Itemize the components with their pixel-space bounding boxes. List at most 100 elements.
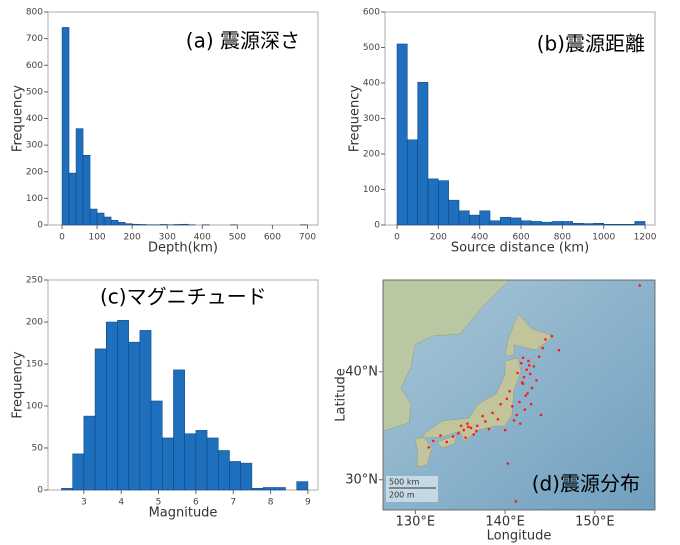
- epicenter: [524, 408, 527, 411]
- epicenter: [439, 434, 442, 437]
- bar: [562, 221, 572, 225]
- epicenter: [525, 368, 528, 371]
- bar: [511, 218, 521, 225]
- bar: [160, 224, 167, 225]
- x-axis-label: Depth(km): [148, 241, 218, 256]
- y-tick-label: 250: [26, 276, 43, 286]
- epicenter: [544, 338, 547, 341]
- epicenter: [506, 462, 509, 465]
- bar: [140, 330, 151, 490]
- epicenter: [529, 373, 532, 376]
- x-tick-label: 700: [299, 233, 316, 243]
- bar: [397, 44, 407, 225]
- x-axis-label: Source distance (km): [451, 241, 589, 256]
- epicenter: [521, 381, 524, 384]
- bar: [241, 463, 252, 490]
- epicenter: [432, 440, 435, 443]
- bar: [297, 482, 308, 490]
- figure: 0100200300400500600700010020030040050060…: [0, 0, 680, 545]
- bar: [62, 27, 69, 225]
- epicenter: [504, 429, 507, 432]
- y-tick-label: 300: [26, 141, 43, 151]
- bar: [196, 430, 207, 490]
- x-tick-label: 600: [264, 233, 281, 243]
- x-tick-label: 1000: [592, 233, 615, 243]
- panel-title: (b)震源距離: [537, 32, 645, 56]
- y-tick-label: 200: [26, 318, 43, 328]
- x-tick-label: 7: [230, 498, 236, 508]
- epicenter: [499, 403, 502, 406]
- bar: [139, 224, 146, 225]
- bar: [117, 320, 128, 490]
- x-tick-label: 140°E: [485, 515, 525, 530]
- bar: [480, 211, 490, 225]
- y-tick-label: 600: [363, 8, 380, 18]
- y-tick-label: 400: [26, 114, 43, 124]
- epicenter: [515, 500, 518, 503]
- epicenter: [457, 432, 460, 435]
- y-axis-label: Frequency: [11, 351, 26, 418]
- epicenter: [460, 424, 463, 427]
- bar: [573, 223, 583, 225]
- bar: [500, 217, 510, 225]
- bar: [125, 224, 132, 225]
- bar: [162, 438, 173, 490]
- epicenter: [540, 414, 543, 417]
- epicenter: [445, 441, 448, 444]
- bar: [407, 140, 417, 225]
- x-tick-label: 150°E: [575, 515, 615, 530]
- y-tick-label: 600: [26, 61, 43, 71]
- bar: [129, 342, 140, 490]
- y-tick-label: 500: [363, 43, 380, 53]
- epicenter: [528, 364, 531, 367]
- bar: [490, 221, 500, 225]
- bar: [438, 181, 448, 225]
- y-tick-label: 200: [26, 167, 43, 177]
- y-tick-label: 150: [26, 360, 43, 370]
- epicenter: [476, 424, 479, 427]
- bar: [84, 416, 95, 490]
- epicenter: [550, 335, 553, 338]
- epicenter: [535, 379, 538, 382]
- bar: [185, 434, 196, 490]
- y-tick-label: 0: [37, 486, 43, 496]
- bar: [132, 224, 139, 225]
- epicenter: [520, 362, 523, 365]
- epicenter: [427, 446, 430, 449]
- bar: [552, 221, 562, 225]
- bar: [151, 401, 162, 490]
- epicenter: [472, 433, 475, 436]
- y-tick-label: 100: [363, 185, 380, 195]
- x-tick-label: 200: [430, 233, 447, 243]
- bar: [104, 217, 111, 225]
- epicenter: [538, 355, 541, 358]
- y-tick-label: 700: [26, 34, 43, 44]
- x-tick-label: 200: [124, 233, 141, 243]
- bar: [252, 488, 263, 490]
- bar: [469, 215, 479, 225]
- bar: [593, 223, 603, 225]
- bar: [449, 200, 459, 225]
- bar: [542, 222, 552, 225]
- bar: [181, 224, 188, 225]
- x-axis-label: Magnitude: [149, 506, 218, 521]
- panel-title: (c)マグニチュード: [100, 285, 267, 309]
- y-tick-label: 0: [374, 221, 380, 231]
- bar: [118, 222, 125, 225]
- bar: [97, 213, 104, 225]
- epicenter: [466, 422, 469, 425]
- epicenter: [527, 360, 530, 363]
- epicenter: [491, 412, 494, 415]
- y-tick-label: 300: [363, 114, 380, 124]
- bar: [263, 487, 274, 490]
- epicenter: [497, 418, 500, 421]
- bar: [90, 209, 97, 225]
- x-tick-label: 8: [268, 498, 274, 508]
- epicenter: [452, 435, 455, 438]
- epicenter: [481, 415, 484, 418]
- y-axis-label: Frequency: [11, 85, 26, 152]
- panel-title: (a) 震源深さ: [186, 29, 300, 53]
- scale-label: 200 m: [389, 491, 415, 500]
- y-tick-label: 50: [32, 444, 44, 454]
- epicenter: [531, 387, 534, 390]
